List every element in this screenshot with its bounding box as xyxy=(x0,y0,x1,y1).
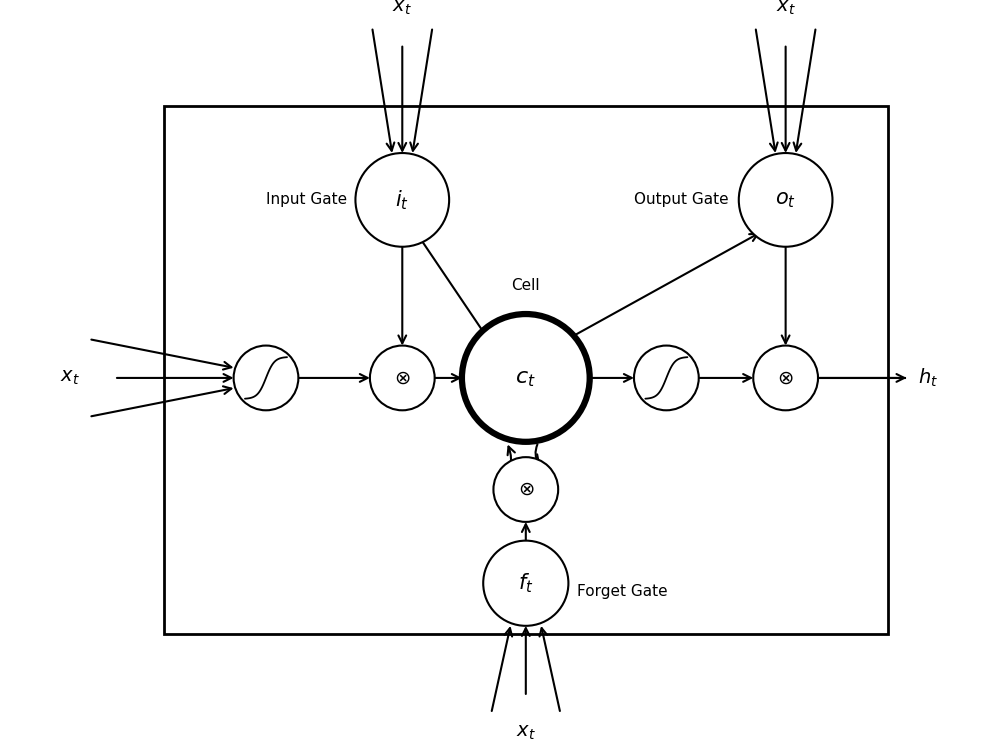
Text: $x_t$: $x_t$ xyxy=(60,369,80,387)
Circle shape xyxy=(234,346,298,410)
Text: $\otimes$: $\otimes$ xyxy=(777,369,794,387)
Text: $h_t$: $h_t$ xyxy=(918,367,938,389)
Text: Output Gate: Output Gate xyxy=(634,192,729,208)
Text: $x_t$: $x_t$ xyxy=(392,0,412,17)
Circle shape xyxy=(739,153,832,247)
Circle shape xyxy=(753,346,818,410)
Text: $f_t$: $f_t$ xyxy=(518,571,534,595)
Text: $x_t$: $x_t$ xyxy=(516,723,536,742)
Text: $i_t$: $i_t$ xyxy=(395,188,409,211)
Text: $c_t$: $c_t$ xyxy=(515,367,536,389)
Circle shape xyxy=(355,153,449,247)
Circle shape xyxy=(370,346,435,410)
Text: $\otimes$: $\otimes$ xyxy=(394,369,411,387)
Text: Forget Gate: Forget Gate xyxy=(577,584,668,600)
Text: Input Gate: Input Gate xyxy=(266,192,347,208)
Text: $o_t$: $o_t$ xyxy=(775,190,796,210)
Circle shape xyxy=(493,457,558,522)
Circle shape xyxy=(634,346,699,410)
Text: Cell: Cell xyxy=(511,278,540,293)
Circle shape xyxy=(462,314,590,441)
Bar xyxy=(164,106,888,634)
Circle shape xyxy=(483,541,568,626)
Text: $x_t$: $x_t$ xyxy=(776,0,796,17)
Text: $\otimes$: $\otimes$ xyxy=(518,480,534,499)
